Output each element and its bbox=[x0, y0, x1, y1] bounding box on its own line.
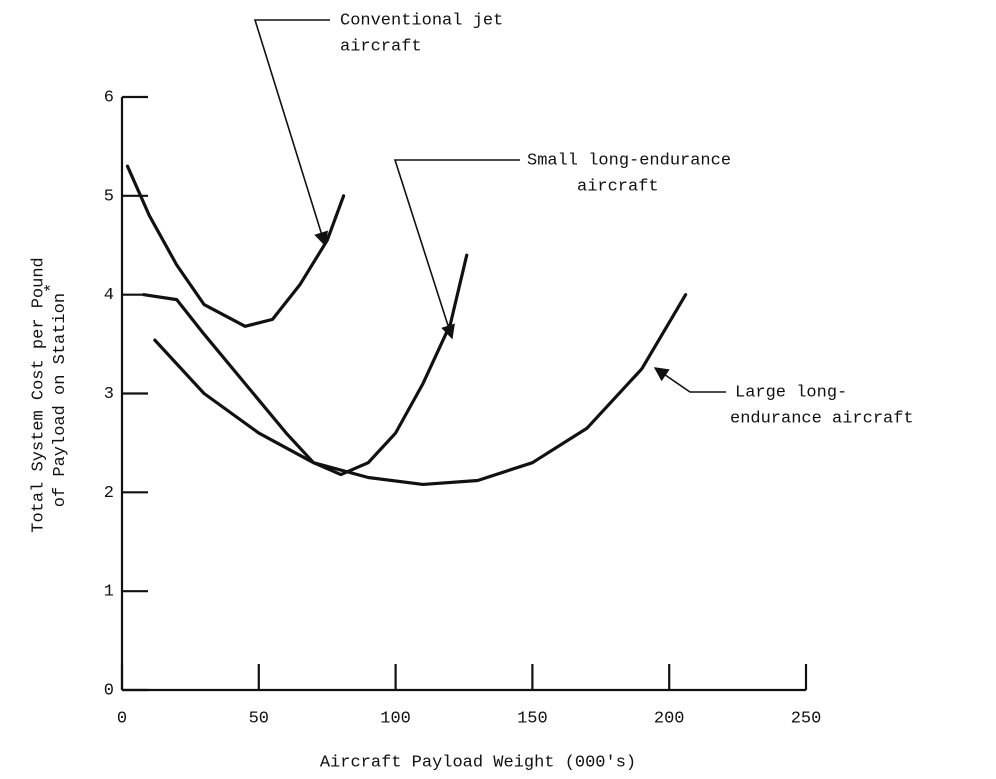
x-tick-label: 50 bbox=[249, 709, 269, 728]
y-tick-label: 1 bbox=[104, 583, 114, 602]
x-tick-label: 150 bbox=[517, 709, 548, 728]
y-tick-label: 2 bbox=[104, 484, 114, 503]
x-axis-label: Aircraft Payload Weight (000's) bbox=[320, 753, 636, 772]
annotation: Small long-endurance bbox=[527, 151, 731, 170]
curve bbox=[142, 253, 469, 477]
y-axis-label-group: Total System Cost per Pound of Payload o… bbox=[29, 257, 70, 532]
annotation-leader bbox=[393, 159, 520, 340]
annotation: Conventional jet bbox=[340, 11, 503, 30]
annotation: aircraft bbox=[340, 37, 422, 56]
y-tick-label: 4 bbox=[104, 286, 114, 305]
x-tick-label: 0 bbox=[117, 709, 127, 728]
y-axis-label-line: of Payload on Station bbox=[51, 293, 70, 507]
annotation: aircraft bbox=[577, 177, 659, 196]
x-tick-label: 250 bbox=[791, 709, 822, 728]
x-tick-label: 200 bbox=[654, 709, 685, 728]
y-tick-label: 3 bbox=[104, 385, 114, 404]
y-tick-label: 5 bbox=[104, 187, 114, 206]
annotation-leader bbox=[653, 367, 726, 393]
x-tick-label: 100 bbox=[380, 709, 411, 728]
y-tick-label: 6 bbox=[104, 88, 114, 107]
y-axis-label-note: * bbox=[43, 283, 62, 293]
curve bbox=[153, 293, 688, 487]
curve bbox=[125, 164, 346, 328]
annotation-leader bbox=[253, 19, 330, 247]
annotation: endurance aircraft bbox=[730, 409, 914, 428]
y-axis-label: of Payload on Station* bbox=[43, 283, 70, 507]
y-tick-label: 0 bbox=[104, 681, 114, 700]
y-axis-label: Total System Cost per Pound bbox=[29, 257, 48, 532]
annotation: Large long- bbox=[735, 383, 847, 402]
